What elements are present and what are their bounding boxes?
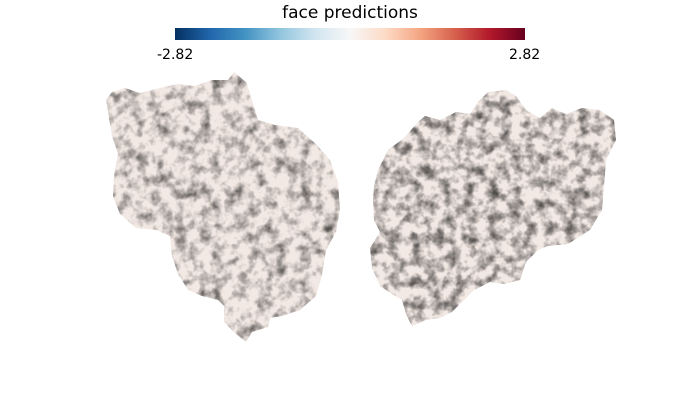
right-hemisphere-flatmap [370,90,616,326]
colorbar-max-label: 2.82 [509,47,541,63]
colorbar [175,28,525,40]
colorbar-gradient [175,28,525,40]
figure-title: face predictions [282,3,418,23]
colorbar-min-label: -2.82 [157,47,194,63]
left-hemisphere-flatmap [106,72,340,342]
